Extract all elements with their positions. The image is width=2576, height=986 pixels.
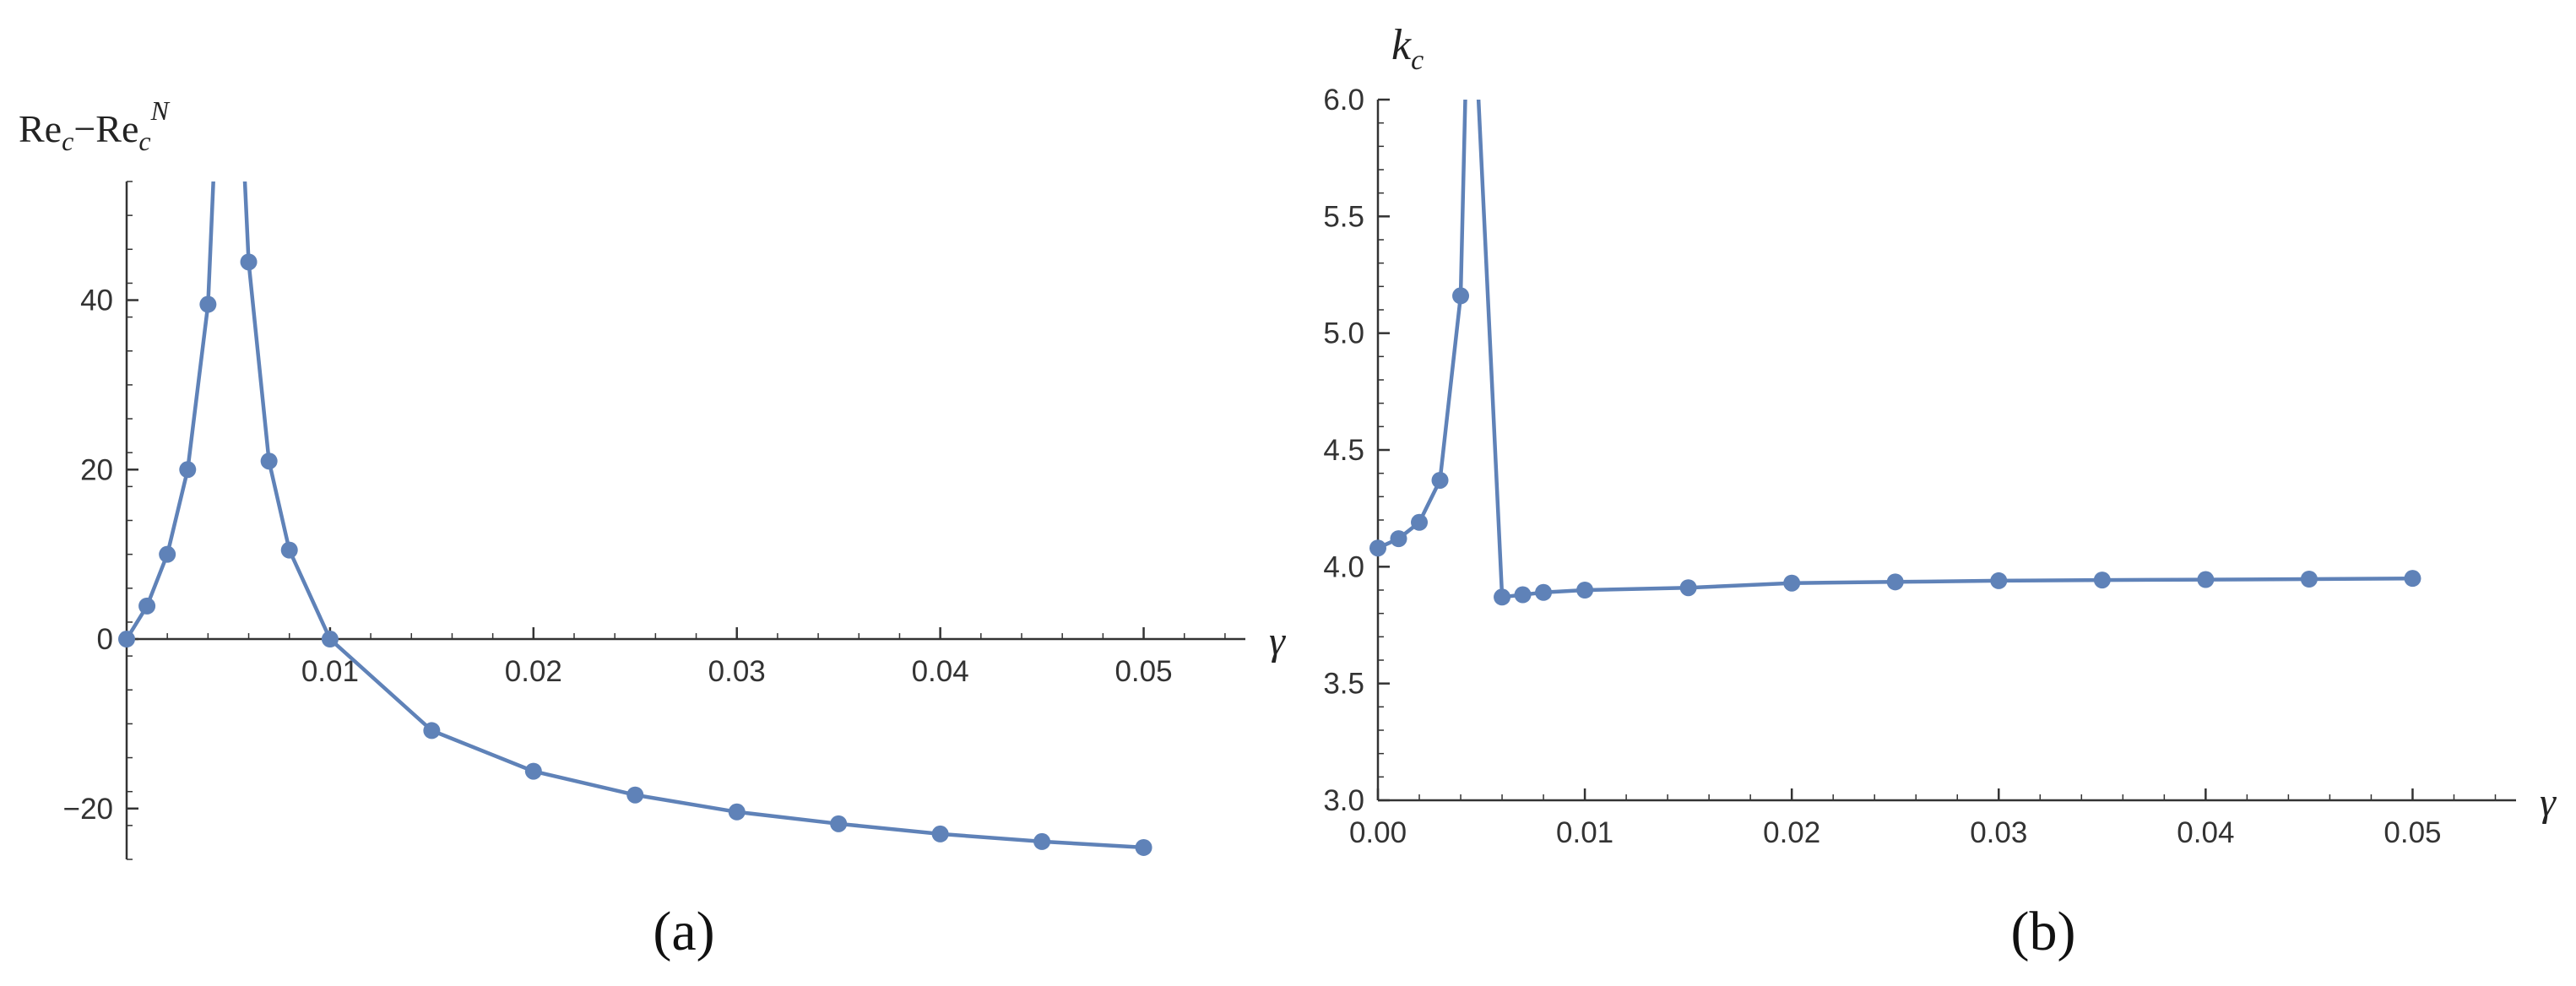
chart-a-data-point	[423, 722, 441, 740]
chart-a-x-axis-label: γ	[1269, 619, 1286, 664]
chart-b-x-tick-label: 0.04	[2177, 816, 2234, 849]
chart-a-y-tick-label: 0	[97, 623, 113, 656]
chart-b-x-tick-label: 0.05	[2383, 816, 2441, 849]
chart-a-data-point	[1135, 838, 1152, 856]
chart-panel-b: 0.00 0.01 0.02 0.03 0.04 0.05 3.0 3.5 4.0 4.5 5.0 5…	[1323, 21, 2557, 962]
chart-a-data-point	[199, 295, 217, 313]
chart-b-data-point	[1679, 579, 1697, 597]
chart-b-y-tick-label: 5.0	[1323, 317, 1364, 350]
chart-a-data-point	[728, 803, 746, 821]
chart-b-data-point	[1783, 574, 1801, 592]
chart-b-series-line	[1377, 100, 2413, 599]
chart-a-x-tick-label: 0.03	[708, 655, 766, 688]
chart-a-data-point	[1033, 832, 1051, 850]
chart-a-axes	[125, 181, 1245, 859]
chart-a-data-point	[524, 762, 542, 780]
chart-a-data-point	[118, 631, 135, 648]
chart-b-y-tick-label: 5.5	[1323, 200, 1364, 233]
chart-b-data-point	[1390, 530, 1407, 548]
chart-b-x-tick-label: 0.00	[1349, 816, 1407, 849]
chart-b-y-tick-label: 3.0	[1323, 784, 1364, 817]
chart-b-y-tick-label: 6.0	[1323, 84, 1364, 116]
chart-b-panel-label: (b)	[2011, 901, 2076, 962]
chart-a-data-point	[321, 631, 339, 648]
chart-b-data-point	[1576, 582, 1594, 599]
chart-a-y-axis-label: Rec−RecN	[19, 95, 171, 156]
chart-a-data-point	[138, 597, 156, 615]
chart-a-x-tick-label: 0.04	[912, 655, 969, 688]
chart-b-data-point	[1452, 287, 1470, 305]
chart-b-data-point	[2404, 570, 2421, 588]
chart-b-x-tick-label: 0.03	[1970, 816, 2027, 849]
chart-a-series-line	[125, 181, 1144, 850]
chart-b-y-tick-label: 4.5	[1323, 434, 1364, 467]
chart-a-data-point	[159, 545, 176, 563]
chart-a-data-point	[240, 253, 258, 271]
chart-a-y-tick-label: 40	[80, 284, 113, 317]
chart-b-y-axis-label: kc	[1391, 21, 1424, 76]
chart-b-data-point	[1494, 588, 1511, 606]
chart-panel-a: 0.01 0.02 0.03 0.04 0.05 −20 0 20 40 γ Rec−RecN (a…	[19, 95, 1286, 962]
chart-b-data-point	[1990, 572, 2008, 589]
chart-b-data-point	[1411, 513, 1429, 531]
chart-b-x-axis-label: γ	[2540, 780, 2557, 825]
chart-a-data-point	[179, 461, 197, 479]
chart-a-y-tick-label: 20	[80, 453, 113, 486]
chart-b-x-tick-label: 0.01	[1556, 816, 1613, 849]
chart-a-panel-label: (a)	[653, 901, 714, 962]
chart-a-x-tick-label: 0.01	[301, 655, 359, 688]
chart-b-axes	[1376, 100, 2516, 802]
chart-b-x-tick-label: 0.02	[1763, 816, 1820, 849]
chart-a-data-point	[280, 541, 298, 559]
chart-b-data-point	[1514, 586, 1532, 604]
chart-b-data-point	[1535, 583, 1553, 601]
chart-a-data-point	[260, 452, 278, 470]
chart-b-y-tick-label: 4.0	[1323, 550, 1364, 583]
chart-b-data-point	[1886, 573, 1904, 591]
chart-b-data-point	[2197, 571, 2215, 588]
chart-b-data-point	[2300, 570, 2318, 588]
chart-b-data-point	[2093, 572, 2111, 589]
chart-a-data-point	[931, 825, 949, 842]
chart-a-x-tick-label: 0.05	[1114, 655, 1172, 688]
chart-b-y-tick-label: 3.5	[1323, 668, 1364, 701]
chart-a-data-point	[830, 815, 848, 832]
chart-a-y-tick-label: −20	[63, 793, 113, 826]
chart-b-data-point	[1431, 471, 1449, 489]
chart-a-x-tick-label: 0.02	[505, 655, 562, 688]
chart-a-data-point	[626, 786, 644, 804]
chart-b-data-point	[1369, 539, 1386, 557]
